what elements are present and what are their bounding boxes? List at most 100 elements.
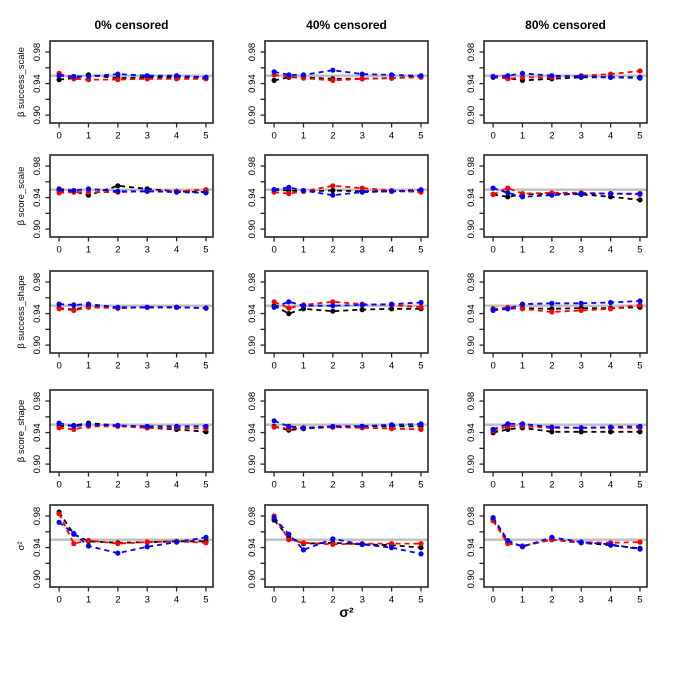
x-tick-label: 3 bbox=[579, 245, 584, 256]
series-blue-point bbox=[519, 301, 526, 307]
x-tick-label: 4 bbox=[174, 361, 179, 372]
series-red-point bbox=[271, 299, 277, 305]
x-tick-label: 4 bbox=[608, 131, 613, 142]
x-tick-label: 5 bbox=[203, 245, 208, 256]
x-tick-label: 2 bbox=[549, 361, 554, 372]
series-black-line bbox=[58, 511, 206, 544]
x-tick-label: 5 bbox=[637, 361, 642, 372]
series-blue-point bbox=[389, 301, 395, 307]
series-blue-point bbox=[115, 71, 121, 77]
series-red-point bbox=[56, 306, 62, 312]
panel-row3-col2: 0 1 2 3 4 5 0.90 0.94 0.98 bbox=[247, 270, 429, 372]
series-red-point bbox=[637, 302, 643, 308]
y-tick-label: 0.98 bbox=[466, 43, 477, 62]
plot-box bbox=[264, 154, 429, 238]
x-tick-label: 0 bbox=[271, 480, 276, 491]
series-red-point bbox=[300, 540, 307, 546]
series-blue-point bbox=[286, 531, 292, 537]
y-tick-label: 0.90 bbox=[247, 336, 258, 355]
x-tick-label: 1 bbox=[86, 131, 91, 142]
series-blue-point bbox=[330, 67, 336, 73]
x-tick-label: 0 bbox=[56, 245, 61, 256]
y-tick-label: 0.90 bbox=[466, 570, 477, 589]
x-tick-label: 2 bbox=[330, 131, 335, 142]
x-tick-label: 4 bbox=[174, 480, 179, 491]
series-blue-point bbox=[330, 423, 336, 429]
series-blue-point bbox=[115, 188, 121, 194]
series-blue-point bbox=[359, 189, 365, 195]
series-red-point bbox=[330, 541, 336, 547]
y-tick-label: 0.90 bbox=[466, 455, 477, 474]
series-blue-point bbox=[71, 530, 77, 536]
x-tick-label: 0 bbox=[490, 595, 495, 606]
plot-box bbox=[483, 504, 648, 588]
plot-box bbox=[264, 270, 429, 354]
y-tick-label: 0.90 bbox=[247, 455, 258, 474]
series-red-point bbox=[389, 541, 395, 547]
series-blue-point bbox=[505, 421, 511, 427]
plot-box bbox=[49, 270, 214, 354]
x-tick-label: 4 bbox=[608, 361, 613, 372]
y-tick-label: 0.98 bbox=[466, 273, 477, 292]
series-blue-point bbox=[144, 544, 150, 550]
x-tick-label: 0 bbox=[490, 245, 495, 256]
x-tick-label: 2 bbox=[330, 361, 335, 372]
series-black-point bbox=[330, 308, 336, 314]
y-tick-label: 0.98 bbox=[466, 392, 477, 411]
x-tick-label: 1 bbox=[301, 131, 306, 142]
series-blue-point bbox=[490, 515, 496, 521]
series-black-line bbox=[492, 518, 641, 550]
y-tick-label: 0.94 bbox=[247, 423, 258, 442]
x-tick-label: 5 bbox=[637, 245, 642, 256]
x-tick-label: 2 bbox=[115, 245, 120, 256]
series-blue-point bbox=[286, 184, 292, 190]
y-tick-label: 0.94 bbox=[32, 74, 43, 93]
series-blue-point bbox=[56, 186, 62, 192]
series-blue-point bbox=[549, 192, 555, 198]
panel-row4-col2: 0 1 2 3 4 5 0.90 0.94 0.98 bbox=[247, 389, 429, 491]
x-tick-label: 5 bbox=[203, 131, 208, 142]
plot-box bbox=[49, 154, 214, 238]
series-red-point bbox=[286, 537, 292, 543]
x-tick-label: 4 bbox=[174, 245, 179, 256]
series-red-point bbox=[505, 185, 511, 191]
series-red-point bbox=[519, 74, 526, 80]
series-red-point bbox=[637, 539, 643, 545]
x-tick-label: 1 bbox=[520, 361, 525, 372]
series-red-point bbox=[330, 183, 336, 189]
x-tick-label: 1 bbox=[520, 480, 525, 491]
x-tick-label: 1 bbox=[520, 131, 525, 142]
x-tick-label: 1 bbox=[301, 480, 306, 491]
y-tick-label: 0.94 bbox=[466, 188, 477, 207]
y-tick-label: 0.98 bbox=[466, 157, 477, 176]
series-blue-point bbox=[203, 74, 209, 80]
series-blue-point bbox=[637, 298, 643, 304]
x-tick-label: 3 bbox=[579, 361, 584, 372]
series-red-line bbox=[492, 520, 641, 547]
x-tick-label: 1 bbox=[86, 595, 91, 606]
series-red-point bbox=[490, 191, 496, 197]
series-red-point bbox=[418, 426, 424, 432]
y-tick-label: 0.98 bbox=[32, 157, 43, 176]
x-tick-label: 4 bbox=[389, 245, 394, 256]
series-black-point bbox=[389, 306, 395, 312]
series-black-point bbox=[286, 311, 292, 317]
panel-row2-col3: 0 1 2 3 4 5 0.90 0.94 0.98 bbox=[466, 154, 648, 256]
series-red-point bbox=[418, 304, 424, 310]
series-blue-point bbox=[608, 541, 614, 547]
series-red-point bbox=[608, 306, 614, 312]
series-red-point bbox=[56, 190, 62, 196]
x-tick-label: 0 bbox=[490, 480, 495, 491]
series-red-point bbox=[85, 537, 92, 544]
series-blue-point bbox=[85, 301, 92, 307]
y-tick-label: 0.94 bbox=[32, 188, 43, 207]
series-blue-point bbox=[85, 543, 92, 549]
x-tick-label: 5 bbox=[418, 595, 423, 606]
panel-row1-col1: 0 1 2 3 4 5 0.90 0.94 0.98 β success_scale bbox=[16, 40, 214, 142]
row-axis-label: β score_shape bbox=[16, 400, 27, 463]
x-tick-label: 4 bbox=[389, 131, 394, 142]
series-blue-point bbox=[490, 426, 496, 432]
y-tick-label: 0.94 bbox=[32, 538, 43, 557]
series-blue-point bbox=[490, 73, 496, 80]
